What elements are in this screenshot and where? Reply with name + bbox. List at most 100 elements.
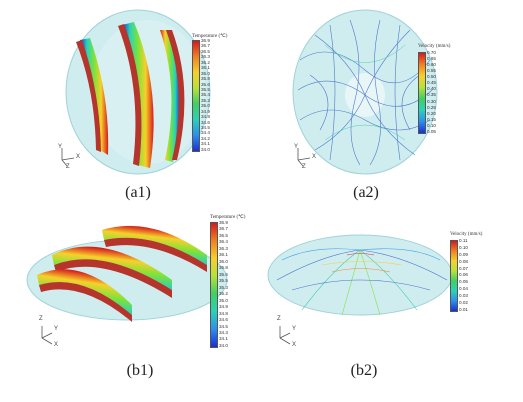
colorbar-tick-label: 34.0 [201,146,210,152]
colorbar-tick-label: 0.20 [427,110,436,116]
panel-a2-illustration [292,9,438,175]
legend-title: Temperature (℃) [210,215,246,220]
axis-label-z: Z [66,164,70,170]
colorbar-tick-label: 35.0 [219,297,228,303]
colorbar-tick-label: 0.01 [459,306,468,312]
colorbar-tick-label: 35.0 [201,103,210,109]
colorbar-tick-label: 0.50 [427,74,436,80]
colorbar-ticks: 0.70 0.65 0.60 0.55 0.50 0.45 0.40 0.35 0.30 0.25… [427,50,436,134]
axis-label-y: Y [292,326,297,332]
legend-title: Velocity (mm/s) [450,232,483,237]
panel-a1: Y X Z Temperature (℃) 36.9 36.7 36.5 36.3 36… [40,0,240,180]
colorbar-tick-label: 36.1 [219,252,228,258]
legend-title: Temperature (℃) [192,34,228,39]
panel-b2-illustration [267,234,453,345]
axis-triad-icon [61,148,75,167]
colorbar-tick-label: 36.5 [201,48,210,54]
colorbar-tick-label: 34.1 [201,141,210,147]
axis-label-x: X [54,342,59,348]
colorbar-tick-label: 0.06 [459,272,468,278]
colorbar-tick-label: 36.3 [201,54,210,60]
colorbar-tick-label: 35.2 [219,291,228,297]
panel-b1-illustration [26,225,228,345]
colorbar-tick-label: 0.09 [459,251,468,257]
colorbar-tick-label: 0.03 [459,293,468,299]
colorbar [210,222,218,348]
axis-label-y: Y [294,144,299,150]
colorbar-tick-label: 36.1 [201,65,210,71]
colorbar-tick-label: 0.02 [459,300,468,306]
axis-label-z: Z [302,164,306,170]
colorbar-tick-label: 35.4 [201,92,210,98]
axis-label-z: Z [277,316,281,322]
colorbar-tick-label: 35.8 [219,265,228,271]
colorbar-tick-label: 0.11 [459,238,468,243]
colorbar-tick-label: 0.60 [427,62,436,68]
colorbar-tick-label: 34.3 [219,329,228,335]
colorbar-tick-label: 35.5 [201,86,210,92]
colorbar-tick-label: 36.5 [219,232,228,238]
colorbar-tick-label: 0.07 [459,265,468,271]
colorbar-tick-label: 34.0 [219,342,228,348]
colorbar-tick-label: 35.8 [201,76,210,82]
colorbar-tick-label: 34.4 [201,130,210,136]
colorbar-tick-label: 0.65 [427,56,436,62]
caption-a2: (a2) [353,184,379,201]
colorbar-tick-label: 36.9 [219,220,228,225]
colorbar [418,52,426,134]
colorbar-tick-label: 0.10 [459,244,468,250]
colorbar-tick-label: 36.4 [219,239,228,245]
colorbar-tick-label: 36.3 [219,245,228,251]
colorbar-tick-label: 35.6 [201,81,210,87]
colorbar-tick-label: 36.9 [201,38,210,43]
colorbar-ticks: 36.9 36.7 36.5 36.3 36.2 36.1 36.0 35.8 35.6 35.5… [201,38,210,152]
colorbar [192,40,200,152]
colorbar-tick-label: 36.0 [201,70,210,76]
axis-label-x: X [76,154,81,160]
colorbar-tick-label: 36.7 [201,43,210,49]
axis-label-y: Y [58,144,63,150]
panel-b2: Z Y X Velocity (mm/s) 0.11 0.10 0.09 0.08 0.… [262,210,502,360]
colorbar-tick-label: 35.5 [219,278,228,284]
colorbar-tick-label: 0.05 [427,128,436,134]
colorbar-tick-label: 34.5 [219,323,228,329]
colorbar-tick-label: 36.2 [201,59,210,65]
colorbar-tick-label: 0.08 [459,258,468,264]
panel-b1: Z Y X Temperature (℃) 36.9 36.7 36.5 36.4 36… [22,210,252,360]
colorbar-tick-label: 0.04 [459,286,468,292]
panel-a1-illustration [61,9,211,175]
axis-triad-icon [41,326,53,345]
axis-label-x: X [312,154,317,160]
colorbar-tick-label: 36.7 [219,226,228,232]
colorbar-tick-label: 0.30 [427,98,436,104]
colorbar-tick-label: 34.9 [201,108,210,114]
colorbar [450,240,458,312]
colorbar-tick-label: 34.6 [219,317,228,323]
colorbar-tick-label: 0.05 [459,279,468,285]
colorbar-tick-label: 34.6 [201,119,210,125]
caption-b1: (b1) [126,362,154,379]
colorbar-tick-label: 0.10 [427,122,436,128]
legend-title: Velocity (mm/s) [418,44,451,49]
colorbar-ticks: 0.11 0.10 0.09 0.08 0.07 0.06 0.05 0.04 0.03 0.02… [459,238,468,312]
colorbar-tick-label: 34.2 [201,135,210,141]
axis-label-x: X [292,342,297,348]
colorbar-tick-label: 34.8 [201,114,210,120]
axis-triad-icon [279,326,291,345]
axis-triad-icon [297,148,311,167]
colorbar-tick-label: 0.35 [427,92,436,98]
colorbar-tick-label: 0.25 [427,104,436,110]
colorbar-tick-label: 0.45 [427,80,436,86]
colorbar-ticks: 36.9 36.7 36.5 36.4 36.3 36.1 36.0 35.8 35.6 35.5… [219,220,228,348]
colorbar-tick-label: 34.5 [201,125,210,130]
axis-label-y: Y [54,326,59,332]
caption-a1: (a1) [125,184,151,201]
colorbar-tick-label: 0.70 [427,50,436,55]
dome-b2 [267,234,453,316]
colorbar-tick-label: 34.1 [219,336,228,342]
colorbar-tick-label: 34.8 [219,310,228,316]
colorbar-tick-label: 35.6 [219,271,228,277]
colorbar-tick-label: 0.40 [427,86,436,92]
colorbar-tick-label: 0.55 [427,68,436,74]
colorbar-tick-label: 36.0 [219,258,228,264]
